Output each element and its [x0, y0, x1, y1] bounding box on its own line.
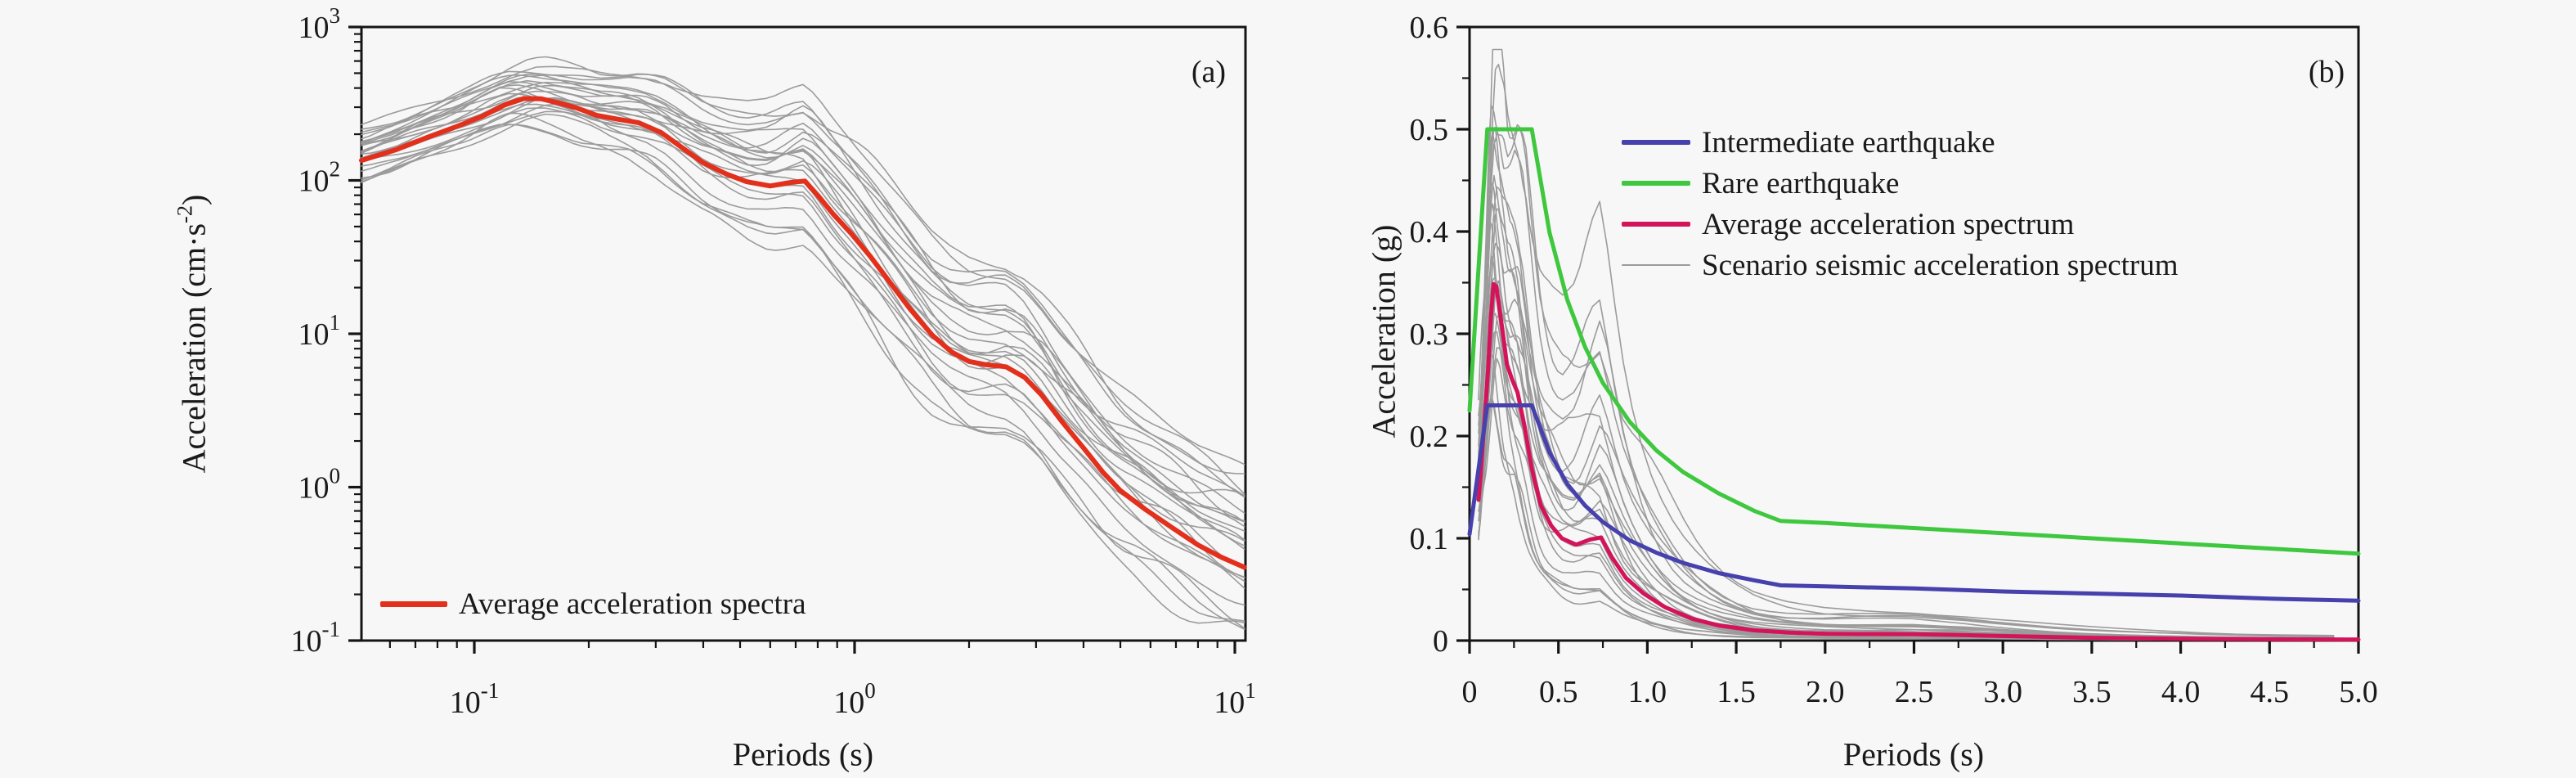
tick-label: 1.5: [1717, 675, 1756, 709]
scenario-spectrum-curve: [361, 79, 1245, 528]
legend-line-sample: [1622, 222, 1690, 227]
scenario-spectrum-curve: [1478, 353, 2335, 641]
legend-item-2: Average acceleration spectrum: [1622, 204, 2179, 245]
panel-a-x-axis-title: Periods (s): [732, 735, 874, 773]
panel-a-ticks: 10-1 100 101 10-1 100 101 102 103: [291, 3, 1256, 720]
scenario-spectrum-curve: [361, 103, 1245, 606]
tick-label: 5.0: [2339, 675, 2378, 709]
panel-b-legend: Intermediate earthquake Rare earthquake Av…: [1622, 122, 2179, 286]
tick-label: 2.0: [1806, 675, 1845, 709]
scenario-spectrum-curve: [361, 74, 1245, 514]
panel-b-ticks: 0 0.5 1.0 1.5 2.0 2.5 3.0 3.5 4.0 4.5 5.0 0 0.1 0.2 0.…: [1410, 11, 2378, 709]
scenario-spectrum-curve: [361, 90, 1245, 546]
tick-label: 103: [298, 3, 341, 45]
tick-label: 0.1: [1410, 522, 1449, 556]
tick-label: 0.6: [1410, 11, 1449, 45]
panel-a-y-axis-title-close: ): [175, 194, 213, 205]
scenario-spectrum-curve: [361, 103, 1245, 569]
tick-label: 4.0: [2161, 675, 2201, 709]
scenario-spectrum-curve: [1478, 331, 2335, 641]
panel-b-y-axis-title: Acceleration (g): [1365, 224, 1402, 438]
panel-b-x-axis-title: Periods (s): [1842, 735, 1985, 773]
tick-label: 101: [298, 310, 341, 352]
tick-label: 102: [298, 157, 341, 199]
panel-a-tag: (a): [1191, 55, 1227, 89]
legend-item-label: Rare earthquake: [1702, 166, 1900, 200]
tick-label: 2.5: [1895, 675, 1934, 709]
scenario-spectrum-curve: [361, 124, 1245, 629]
legend-item-label: Scenario seismic acceleration spectrum: [1702, 248, 2179, 282]
tick-label: 1.0: [1628, 675, 1667, 709]
scenario-spectrum-curve: [361, 113, 1245, 622]
tick-label: 0.2: [1410, 420, 1449, 454]
axes: 10-1 100 101 10-1 100 101 102 103 0 0.5 1.0 1.5 2.0 2…: [291, 3, 2378, 720]
scenario-spectrum-curve: [361, 73, 1245, 497]
panel-a-y-axis-title: Acceleration (cm·s-2): [172, 194, 213, 474]
tick-label: 0: [1433, 624, 1448, 659]
scenario-spectrum-curve: [1478, 48, 2335, 638]
panel-a-y-axis-title-superscript: -2: [172, 205, 197, 223]
rare-earthquake-curve: [1467, 127, 2361, 556]
tick-label: 10-1: [291, 617, 341, 659]
scenario-spectrum-curve: [361, 92, 1245, 542]
scenario-spectrum-curve: [361, 82, 1245, 497]
tick-label: 10-1: [450, 678, 500, 720]
scenario-spectrum-curve: [1478, 280, 2335, 641]
panel-b-curves: [1467, 48, 2361, 642]
scenario-spectrum-curve: [361, 81, 1245, 532]
legend-line-sample: [1622, 264, 1690, 266]
tick-label: 101: [1214, 678, 1256, 720]
tick-label: 0.5: [1539, 675, 1578, 709]
scenario-spectrum-curve: [361, 112, 1245, 624]
legend-line-sample: [1622, 181, 1690, 186]
average-spectra-legend-line: [380, 600, 447, 607]
scenario-spectrum-curve: [361, 124, 1245, 630]
intermediate-earthquake-curve: [1467, 403, 2361, 603]
scenario-spectrum-curve: [1478, 105, 2335, 638]
scenario-spectrum-curve: [1478, 64, 2335, 636]
tick-label: 4.5: [2251, 675, 2290, 709]
scenario-spectrum-curve: [361, 56, 1245, 474]
legend-item-1: Rare earthquake: [1622, 163, 2179, 204]
tick-label: 0.5: [1410, 113, 1449, 147]
scenario-spectrum-curve: [361, 97, 1245, 541]
scenario-spectrum-curve: [361, 97, 1245, 578]
scenario-spectrum-curve: [361, 97, 1245, 579]
scenario-spectrum-curve: [361, 87, 1245, 523]
legend-item-0: Intermediate earthquake: [1622, 122, 2179, 163]
tick-label: 0.3: [1410, 317, 1449, 352]
scenario-spectrum-curve: [1478, 242, 2335, 640]
panel-a-curves: [359, 56, 1247, 630]
panel-a-legend: Average acceleration spectra: [380, 587, 806, 621]
legend-item-label: Average acceleration spectrum: [1702, 207, 2075, 241]
tick-label: 3.5: [2072, 675, 2112, 709]
panel-a-y-axis-title-text: Acceleration (cm·s: [175, 223, 213, 474]
scenario-spectrum-curve: [361, 74, 1245, 495]
scenario-spectrum-curve: [361, 85, 1245, 523]
tick-label: 3.0: [1983, 675, 2022, 709]
tick-label: 100: [298, 464, 341, 506]
average-spectrum-curve-b: [1476, 281, 2361, 642]
legend-item-3: Scenario seismic acceleration spectrum: [1622, 245, 2179, 286]
scenario-spectrum-curve: [1478, 277, 2335, 641]
scenario-spectrum-curve: [361, 110, 1245, 589]
scenario-spectrum-curve: [361, 107, 1245, 582]
scenario-spectrum-curve: [1478, 182, 2335, 640]
average-spectra-curve-a: [359, 96, 1247, 570]
legend-item-label: Intermediate earthquake: [1702, 125, 1995, 160]
panel-a-legend-label: Average acceleration spectra: [459, 587, 806, 621]
tick-label: 0.4: [1410, 215, 1449, 250]
tick-label: 100: [833, 678, 876, 720]
panel-b-tag: (b): [2308, 55, 2345, 89]
tick-label: 0: [1462, 675, 1478, 709]
legend-line-sample: [1622, 140, 1690, 145]
